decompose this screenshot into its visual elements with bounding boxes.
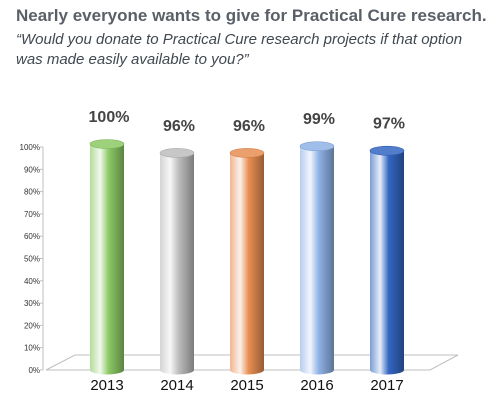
y-tick-label: 30% xyxy=(24,299,40,308)
x-tick-label-2017: 2017 xyxy=(370,377,403,394)
bar-body xyxy=(370,150,404,375)
y-tick-label: 90% xyxy=(24,165,40,174)
data-label-2016: 99% xyxy=(303,111,335,128)
y-tick-label: 80% xyxy=(24,188,40,197)
bar-2014 xyxy=(159,148,195,375)
x-tick-label-2014: 2014 xyxy=(160,377,193,394)
bar-body xyxy=(300,146,334,375)
bars xyxy=(89,139,405,375)
y-tick-label: 20% xyxy=(24,321,40,330)
labels: 100% 2013 96% 2014 96% 2015 99% 2016 97% 2017 xyxy=(89,109,405,394)
bar-top-cap xyxy=(89,139,125,149)
data-label-2014: 96% xyxy=(163,118,195,135)
bar-2015 xyxy=(229,148,265,375)
bar-body xyxy=(90,144,124,375)
bar-body xyxy=(230,152,264,375)
x-tick-label-2016: 2016 xyxy=(300,377,333,394)
y-tick-label: 0% xyxy=(28,366,40,375)
bar-top-cap xyxy=(369,145,405,156)
y-tick-label: 40% xyxy=(24,277,40,286)
y-tick-label: 60% xyxy=(24,232,40,241)
y-tick-label: 100% xyxy=(20,143,40,152)
data-label-2015: 96% xyxy=(233,118,265,135)
y-tick-label: 50% xyxy=(24,255,40,264)
chart-title: Nearly everyone wants to give for Practi… xyxy=(16,6,487,25)
bar-2013 xyxy=(89,139,125,375)
data-label-2013: 100% xyxy=(89,109,130,126)
bar-top-cap xyxy=(299,141,335,152)
y-tick-label: 10% xyxy=(24,344,40,353)
x-tick-label-2013: 2013 xyxy=(90,377,123,394)
data-label-2017: 97% xyxy=(373,116,405,133)
y-tick-label: 70% xyxy=(24,210,40,219)
y-axis: 0% 10% 20% 30% 40% 50% 60% 70% 80% 90% 100% xyxy=(20,143,44,375)
chart-subtitle: “Would you donate to Practical Cure rese… xyxy=(16,31,463,68)
bar-top-cap xyxy=(159,148,195,158)
bar-2017 xyxy=(369,145,405,375)
bar-2016 xyxy=(299,141,335,375)
x-tick-label-2015: 2015 xyxy=(230,377,263,394)
bar-body xyxy=(160,152,194,375)
bar-top-cap xyxy=(229,148,265,158)
